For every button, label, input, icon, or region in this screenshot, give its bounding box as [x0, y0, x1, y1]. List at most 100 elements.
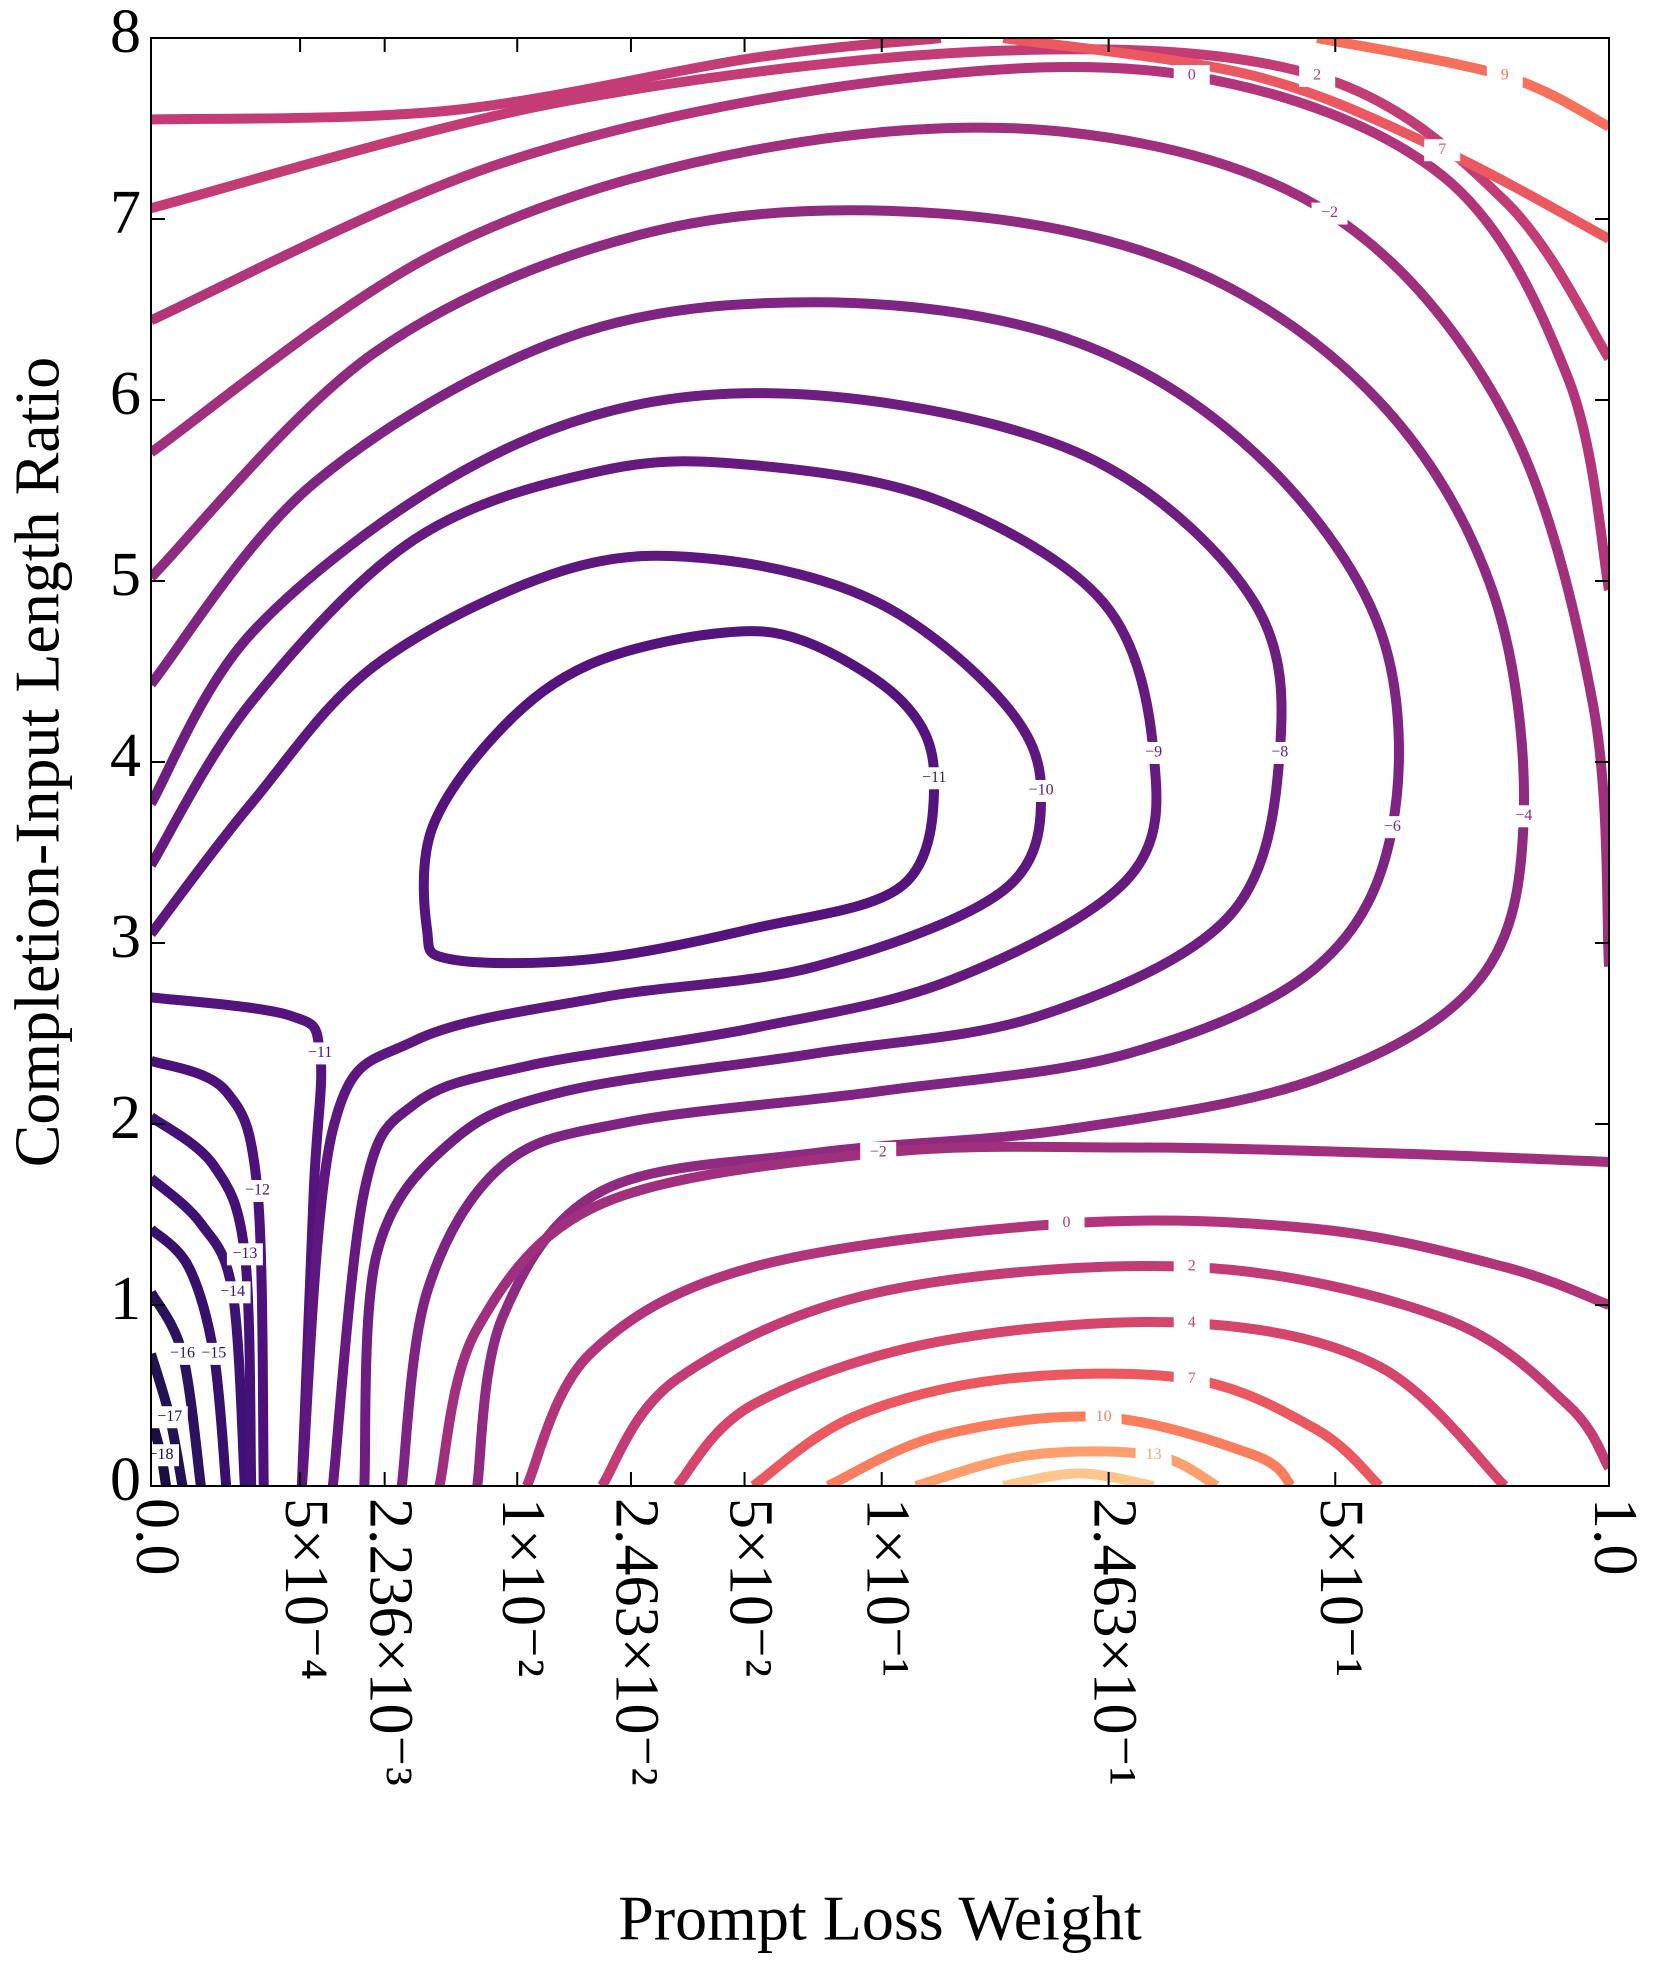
- contour-label-bg: [195, 1342, 232, 1365]
- contour-label: 2: [1188, 1258, 1196, 1275]
- contour-label: −11: [308, 1044, 332, 1061]
- contour-label-group: 9: [1486, 65, 1523, 88]
- contour-label-group: −16: [164, 1342, 201, 1365]
- contour-label-bg: [1299, 65, 1336, 88]
- contour-label: −6: [1384, 818, 1401, 835]
- contour-label-group: −13: [226, 1243, 263, 1266]
- contour-label-group: 10: [1085, 1406, 1122, 1429]
- y-axis-label: Completion-Input Length Ratio: [2, 357, 73, 1168]
- contour-label: 10: [1096, 1408, 1112, 1425]
- x-tick-label: 1×10⁻²: [489, 1498, 557, 1677]
- contour-label-group: −4: [1505, 805, 1542, 828]
- contour-label: −16: [170, 1345, 195, 1362]
- contour-label-group: 7: [1173, 1368, 1210, 1391]
- contour-label-bg: [1486, 65, 1523, 88]
- y-tick-label: 5: [110, 541, 141, 609]
- contour-label-bg: [1048, 1212, 1085, 1235]
- contour-label-group: −2: [1311, 202, 1348, 225]
- contour-line: [151, 38, 942, 125]
- contour-line: [151, 1055, 269, 1486]
- contour-label-group: −6: [1374, 816, 1411, 839]
- contour-label-group: −2: [860, 1141, 897, 1164]
- contour-label-group: 13: [1135, 1444, 1172, 1467]
- x-tick-label: 5×10⁻⁴: [272, 1498, 340, 1680]
- contour-label-bg: [1424, 139, 1461, 162]
- contour-label: −14: [220, 1283, 245, 1300]
- contour-line: [914, 1446, 1220, 1486]
- contour-label-bg: [1135, 741, 1172, 764]
- contour-line: [1002, 1468, 1155, 1486]
- y-tick-label: 2: [110, 1084, 141, 1152]
- contour-label-group: −8: [1261, 741, 1298, 764]
- contour-label-group: 4: [1173, 1312, 1210, 1335]
- contour-label-bg: [214, 1281, 251, 1304]
- contour-label-group: −9: [1135, 741, 1172, 764]
- y-tick-label: 0: [110, 1446, 141, 1514]
- y-tick-label: 6: [110, 360, 141, 428]
- x-tick-label: 1.0: [1581, 1498, 1649, 1576]
- contour-line: [597, 1261, 1609, 1486]
- contour-label-bg: [226, 1243, 263, 1266]
- contour-label: −17: [157, 1408, 182, 1425]
- contour-line: [151, 1174, 250, 1486]
- contour-line: [151, 1112, 257, 1486]
- contour-line: [418, 626, 940, 969]
- contour-label-bg: [1135, 1444, 1172, 1467]
- contour-label: 4: [1188, 1314, 1196, 1331]
- contour-label-bg: [239, 1179, 276, 1202]
- y-tick-label: 3: [110, 903, 141, 971]
- contour-label-group: 0: [1173, 65, 1210, 88]
- contour-label: −18: [149, 1446, 174, 1463]
- contour-label: 9: [1501, 67, 1509, 84]
- x-tick-label: 5×10⁻¹: [1307, 1498, 1375, 1677]
- contour-line: [151, 44, 1609, 362]
- x-tick-label: 2.463×10⁻²: [603, 1498, 671, 1786]
- contour-label-group: 2: [1173, 1255, 1210, 1278]
- contour-label-bg: [860, 1141, 897, 1164]
- contour-label: −10: [1029, 782, 1054, 799]
- contour-label-bg: [1173, 1255, 1210, 1278]
- contour-label: −12: [245, 1182, 270, 1199]
- contour-label: −8: [1271, 744, 1288, 761]
- contour-line: [151, 1225, 232, 1486]
- contour-label-bg: [1505, 805, 1542, 828]
- contour-label-bg: [1374, 816, 1411, 839]
- contour-label-bg: [1311, 202, 1348, 225]
- contour-label-group: 0: [1048, 1212, 1085, 1235]
- contour-label: 0: [1188, 67, 1196, 84]
- x-tick-label: 2.463×10⁻¹: [1080, 1498, 1148, 1786]
- contour-line: [151, 297, 1404, 1486]
- contour-label-group: −17: [151, 1406, 188, 1429]
- contour-label-group: −14: [214, 1281, 251, 1304]
- contour-label-group: −11: [916, 767, 953, 790]
- contour-label-bg: [916, 767, 953, 790]
- contour-label-group: −15: [195, 1342, 232, 1365]
- contour-line: [522, 1215, 1609, 1486]
- contour-line: [151, 388, 1287, 1486]
- contour-line: [151, 61, 1609, 592]
- contour-label-group: 2: [1299, 65, 1336, 88]
- contour-label-bg: [1173, 1368, 1210, 1391]
- x-tick-label: 1×10⁻¹: [853, 1498, 921, 1677]
- x-tick-label: 5×10⁻²: [716, 1498, 784, 1677]
- contour-label: 13: [1146, 1446, 1162, 1463]
- contour-label-bg: [164, 1342, 201, 1365]
- contour-label: −4: [1515, 807, 1532, 824]
- x-axis-label: Prompt Loss Weight: [618, 1883, 1142, 1954]
- contour-line: [673, 1317, 1509, 1486]
- contour-label-group: −12: [239, 1179, 276, 1202]
- contour-line: [750, 1368, 1383, 1486]
- contour-line: [151, 122, 1609, 967]
- contour-label: 2: [1313, 67, 1321, 84]
- contour-label: −13: [232, 1245, 257, 1262]
- contour-label: 7: [1438, 141, 1446, 158]
- contour-label-bg: [1023, 779, 1060, 802]
- contour-line: [151, 550, 1047, 1486]
- x-tick-label: 2.236×10⁻³: [356, 1498, 424, 1786]
- contour-label: 0: [1062, 1214, 1070, 1231]
- contour-label-group: 7: [1424, 139, 1461, 162]
- contour-label: −2: [870, 1144, 887, 1161]
- contour-label-bg: [302, 1042, 339, 1065]
- contour-line: [151, 205, 1529, 1486]
- y-tick-label: 1: [110, 1265, 141, 1333]
